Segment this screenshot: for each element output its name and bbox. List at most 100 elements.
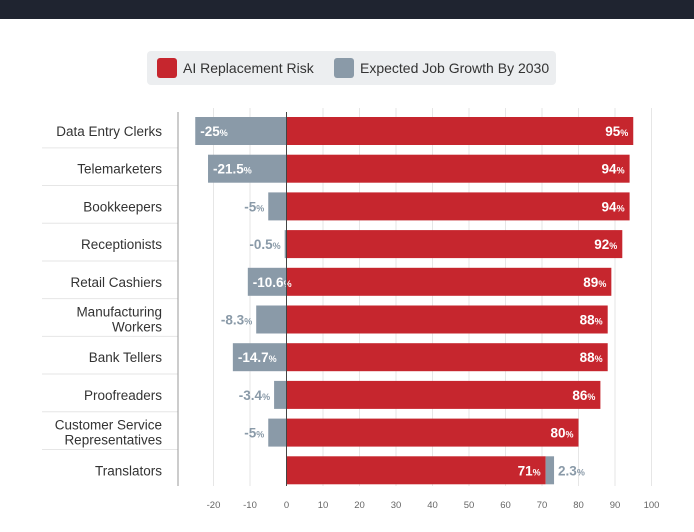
growth-value-label: -5% [244, 426, 264, 441]
unit-suffix: % [244, 166, 252, 176]
risk-value-label: 92% [594, 237, 617, 252]
unit-suffix: % [598, 279, 606, 289]
growth-bar [274, 380, 287, 409]
risk-value-label: 88% [580, 313, 603, 328]
unit-suffix: % [262, 392, 270, 402]
category-label-line: Bank Tellers [89, 350, 163, 365]
growth-bar [247, 267, 287, 296]
unit-suffix: % [273, 241, 281, 251]
x-tick-label: 100 [644, 500, 660, 511]
unit-suffix: % [269, 354, 277, 364]
legend-swatch-growth [334, 58, 354, 78]
x-tick-label: 10 [318, 500, 329, 511]
growth-value-label: -5% [244, 199, 264, 214]
risk-bar [286, 305, 608, 334]
unit-suffix: % [256, 203, 264, 213]
growth-value-label: 2.3% [558, 463, 585, 478]
growth-value-label: -14.7% [238, 350, 277, 365]
category-label: Retail Cashiers [70, 275, 162, 290]
risk-value-label: 95% [605, 124, 628, 139]
x-tick-label: 0 [284, 500, 289, 511]
risk-value-label: 71% [518, 463, 541, 478]
unit-suffix: % [617, 203, 625, 213]
unit-suffix: % [620, 128, 628, 138]
unit-suffix: % [595, 354, 603, 364]
growth-value-label: -3.4% [239, 388, 270, 403]
category-label-line: Representatives [64, 433, 162, 448]
risk-bar [286, 456, 546, 485]
category-label-line: Manufacturing [76, 305, 162, 320]
x-tick-label: -10 [243, 500, 257, 511]
category-label: Translators [95, 463, 162, 478]
category-label: Telemarketers [77, 162, 162, 177]
x-tick-label: 90 [610, 500, 621, 511]
unit-suffix: % [577, 467, 585, 477]
x-tick-label: 60 [500, 500, 511, 511]
x-tick-label: 40 [427, 500, 438, 511]
x-tick-label: 50 [464, 500, 475, 511]
unit-suffix: % [220, 128, 228, 138]
category-label: Customer Service Representatives [55, 418, 163, 448]
legend-label-growth: Expected Job Growth By 2030 [360, 60, 550, 76]
category-label: Data Entry Clerks [56, 124, 162, 139]
category-label-line: Receptionists [81, 237, 162, 252]
risk-bar [286, 267, 612, 296]
growth-value-label: -25% [200, 124, 228, 139]
category-label-line: Telemarketers [77, 162, 162, 177]
unit-suffix: % [565, 430, 573, 440]
x-tick-label: -20 [207, 500, 221, 511]
risk-bar [286, 380, 601, 409]
unit-suffix: % [595, 317, 603, 327]
unit-suffix: % [587, 392, 595, 402]
risk-value-label: 89% [583, 275, 606, 290]
category-label-line: Workers [112, 320, 162, 335]
risk-value-label: 86% [572, 388, 595, 403]
risk-bar [286, 117, 634, 145]
category-label: Manufacturing Workers [76, 305, 162, 335]
category-label-line: Retail Cashiers [70, 275, 162, 290]
category-label-line: Translators [95, 463, 162, 478]
unit-suffix: % [617, 166, 625, 176]
category-label: Receptionists [81, 237, 162, 252]
risk-bar [286, 343, 608, 372]
x-tick-label: 70 [537, 500, 548, 511]
legend-item-risk: AI Replacement Risk [157, 58, 314, 78]
growth-bar [256, 305, 287, 334]
risk-bar [286, 418, 579, 447]
risk-value-label: 88% [580, 350, 603, 365]
category-label-line: Proofreaders [84, 388, 162, 403]
top-bar [0, 0, 694, 19]
growth-bar [284, 230, 287, 259]
unit-suffix: % [256, 430, 264, 440]
x-tick-label: 30 [391, 500, 402, 511]
growth-bar [232, 343, 287, 372]
growth-bar [208, 154, 287, 183]
growth-value-label: -0.5% [249, 237, 280, 252]
legend-swatch-risk [157, 58, 177, 78]
category-label: Bank Tellers [89, 350, 163, 365]
growth-value-label: -8.3% [221, 313, 252, 328]
x-tick-label: 80 [573, 500, 584, 511]
growth-value-label: -21.5% [213, 162, 252, 177]
growth-bar [268, 192, 287, 221]
chart-legend: AI Replacement Risk Expected Job Growth … [147, 51, 556, 85]
x-tick-label: 20 [354, 500, 365, 511]
risk-bar [286, 230, 623, 259]
category-label: Proofreaders [84, 388, 162, 403]
unit-suffix: % [284, 279, 292, 289]
category-label-line: Bookkeepers [83, 199, 162, 214]
growth-bar [268, 418, 287, 447]
risk-bar [286, 192, 630, 221]
legend-item-growth: Expected Job Growth By 2030 [334, 58, 549, 78]
category-label: Bookkeepers [83, 199, 162, 214]
risk-value-label: 80% [550, 426, 573, 441]
risk-value-label: 94% [602, 162, 625, 177]
category-label-line: Data Entry Clerks [56, 124, 162, 139]
unit-suffix: % [609, 241, 617, 251]
legend-label-risk: AI Replacement Risk [183, 60, 314, 76]
unit-suffix: % [244, 317, 252, 327]
risk-bar [286, 154, 630, 183]
category-label-line: Customer Service [55, 418, 162, 433]
growth-value-label: -10.6% [253, 275, 292, 290]
